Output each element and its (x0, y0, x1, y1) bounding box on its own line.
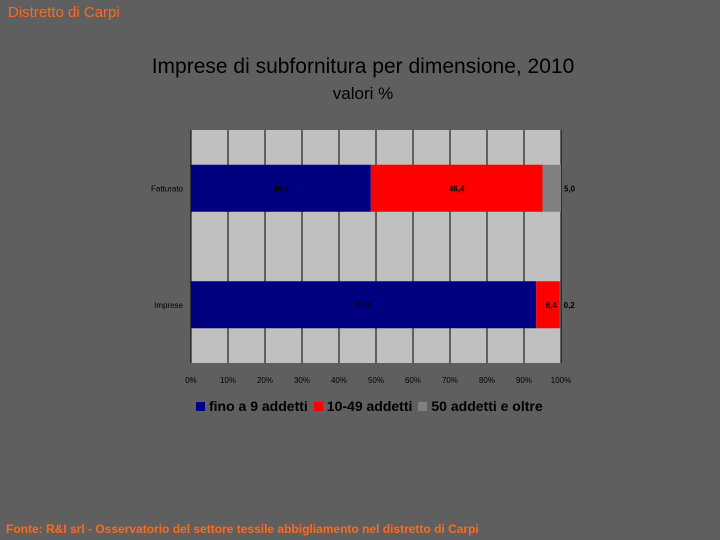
data-label: 5,0 (564, 184, 576, 193)
x-tick-label: 90% (516, 376, 532, 385)
data-label: 6,4 (546, 301, 558, 310)
bar-segment (191, 281, 537, 329)
x-tick-label: 60% (405, 376, 421, 385)
x-tick-label: 10% (220, 376, 236, 385)
x-tick-label: 50% (368, 376, 384, 385)
bar-segment (559, 281, 561, 329)
x-tick-label: 70% (442, 376, 458, 385)
legend-label: 10-49 addetti (326, 398, 413, 414)
category-label: Imprese (154, 301, 183, 310)
data-label: 0,2 (564, 301, 576, 310)
legend-swatch (196, 401, 205, 411)
bar-segment (370, 164, 543, 212)
x-tick-label: 40% (331, 376, 347, 385)
bar-segment (191, 164, 371, 212)
x-tick-label: 80% (479, 376, 495, 385)
header-title: Distretto di Carpi (8, 4, 120, 21)
chart-subtitle: valori % (332, 84, 394, 103)
chart-legend: fino a 9 addetti 10-49 addetti 50 addetti … (196, 398, 549, 414)
x-tick-label: 0% (185, 376, 197, 385)
data-label: 93,3 (356, 301, 372, 310)
legend-swatch (313, 401, 323, 411)
source-footer: Fonte: R&I srl - Osservatorio del settor… (6, 522, 479, 536)
legend-item: 10-49 addetti (313, 398, 413, 414)
x-tick-label: 20% (257, 376, 273, 385)
legend-label: fino a 9 addetti (209, 398, 308, 414)
bar-segment (542, 164, 561, 212)
data-label: 48,6 (273, 184, 289, 193)
bar-segment (536, 281, 560, 329)
legend-item: fino a 9 addetti (196, 398, 308, 414)
data-label: 46,4 (449, 184, 465, 193)
chart-title: Imprese di subfornitura per dimensione, … (151, 55, 575, 78)
legend-item: 50 addetti e oltre (418, 398, 543, 414)
category-label: Fatturato (151, 184, 184, 193)
legend-swatch (418, 401, 428, 411)
x-tick-label: 100% (551, 376, 571, 385)
legend-label: 50 addetti e oltre (431, 398, 543, 414)
x-tick-label: 30% (294, 376, 310, 385)
